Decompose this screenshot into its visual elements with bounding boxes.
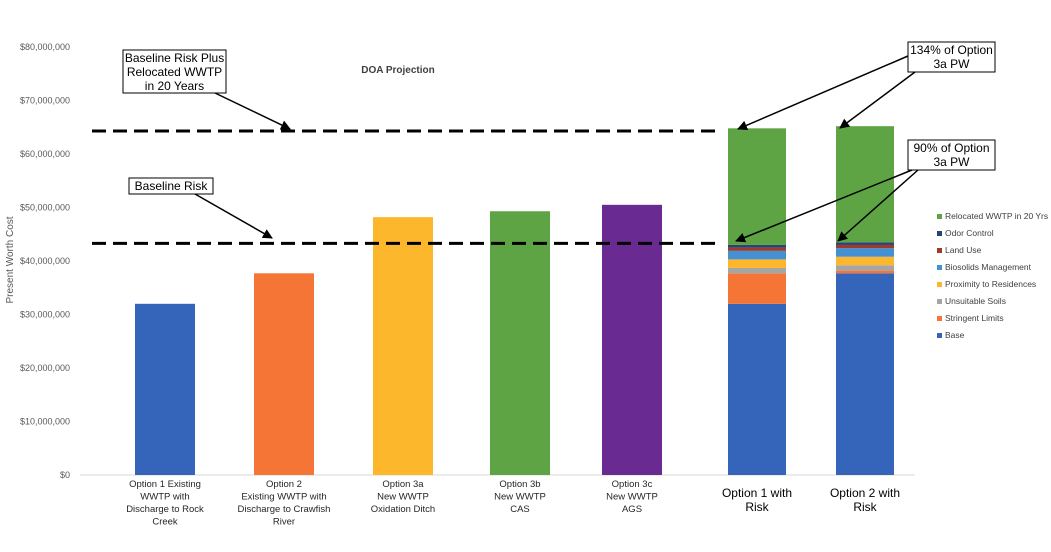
stacked-bar-segment [728,273,786,304]
legend-label: Unsuitable Soils [945,296,1006,306]
stacked-bar-segment [728,267,786,274]
legend-label: Stringent Limits [945,313,1004,323]
x-tick-label: Option 3a New WWTP Oxidation Ditch [371,479,435,515]
bar [490,211,550,475]
stacked-bar-segment [728,259,786,268]
bars [135,126,894,475]
y-tick-label: $70,000,000 [20,96,70,106]
y-axis-label: Present Worth Cost [5,216,16,303]
legend-label: Relocated WWTP in 20 Yrs [945,211,1048,221]
legend-swatch [937,214,942,219]
y-tick-label: $10,000,000 [20,417,70,427]
stacked-bar-segment [728,250,786,260]
y-tick-label: $30,000,000 [20,310,70,320]
stacked-bar-segment [836,244,894,249]
annotation-box [907,41,996,73]
stacked-bar-segment [836,256,894,266]
legend-label: Land Use [945,245,982,255]
y-tick-label: $0 [60,470,70,480]
bar [254,273,314,475]
legend: Relocated WWTP in 20 Yrs Odor Control Land… [937,211,1048,340]
legend-swatch [937,231,942,236]
y-axis: $0 $10,000,000 $20,000,000 $30,000,000 $40,0… [20,42,70,480]
stacked-bar-segment [836,248,894,257]
stacked-bar-segment [836,265,894,271]
legend-label: Biosolids Management [945,262,1032,272]
stacked-bar-segment [836,242,894,245]
stacked-bar-segment [836,126,894,243]
x-tick-label: Option 3b New WWTP CAS [494,479,546,515]
stacked-bar-segment [728,244,786,248]
reference-arrow [214,92,291,130]
x-axis-categories: Option 1 Existing WWTP with Discharge to R… [126,479,900,528]
reference-label-box [122,49,227,94]
x-tick-label: Option 2 with Risk [830,486,900,514]
annotation-arrow [839,71,916,129]
annotation-box [907,139,996,171]
bar [602,204,662,475]
stacked-bar-segment [728,247,786,251]
y-tick-label: $50,000,000 [20,203,70,213]
reference-arrow [194,193,273,239]
y-tick-label: $60,000,000 [20,149,70,159]
callouts: Baseline Risk Plus Relocated WWTP in 20 Ye… [122,41,996,243]
legend-label: Odor Control [945,228,994,238]
annotation-arrow [837,169,919,242]
legend-label: Proximity to Residences [945,279,1036,289]
reference-label: Baseline Risk Plus Relocated WWTP in 20 Ye… [125,51,224,93]
y-tick-label: $40,000,000 [20,256,70,266]
x-tick-label: Option 1 with Risk [722,486,792,514]
annotation-arrow [735,169,913,243]
y-tick-label: $80,000,000 [20,42,70,52]
x-tick-label: Option 3c New WWTP AGS [606,479,658,515]
reference-label-box [128,177,214,195]
reference-lines [92,129,722,245]
legend-swatch [937,282,942,287]
legend-swatch [937,316,942,321]
annotation-arrow [737,55,909,131]
x-tick-label: Option 1 Existing WWTP with Discharge to R… [126,479,204,528]
legend-label: Base [945,330,965,340]
legend-swatch [937,299,942,304]
legend-swatch [937,265,942,270]
reference-label: Baseline Risk [135,179,209,193]
annotation-label: 134% of Option 3a PW [910,43,993,71]
bar [135,303,195,475]
legend-swatch [937,248,942,253]
annotation-label: 90% of Option 3a PW [913,141,989,169]
bar [373,217,433,475]
chart-title: DOA Projection [361,65,435,76]
stacked-bar-segment [728,303,786,475]
stacked-bar-segment [728,128,786,245]
legend-swatch [937,333,942,338]
stacked-bar-segment [836,273,894,475]
y-tick-label: $20,000,000 [20,363,70,373]
x-tick-label: Option 2 Existing WWTP with Discharge to C… [238,479,331,528]
stacked-bar-segment [836,270,894,274]
